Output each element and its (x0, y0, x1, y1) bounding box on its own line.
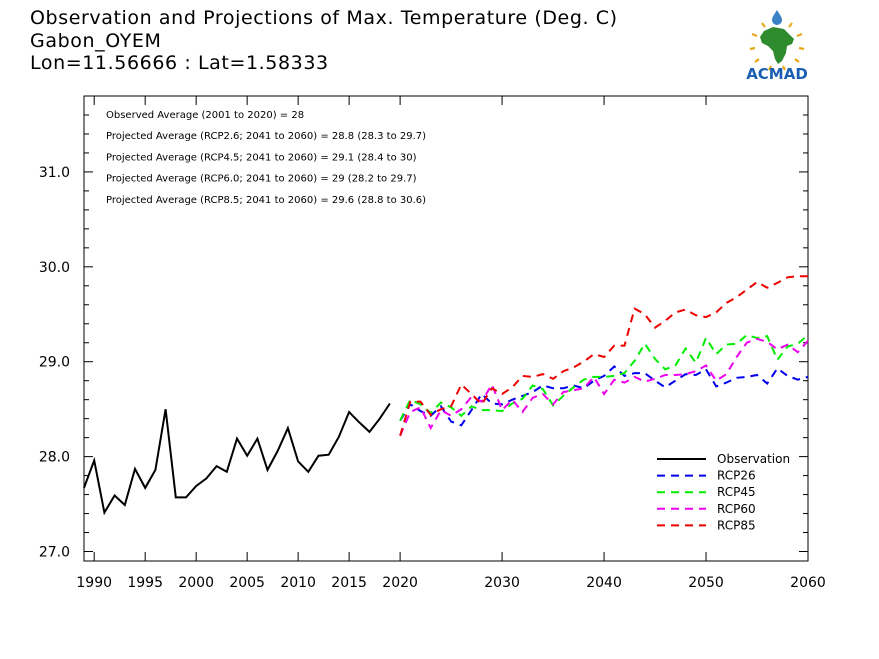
legend-label-rcp26: RCP26 (717, 469, 756, 483)
annotations-group: Observed Average (2001 to 2020) = 28 Proj… (106, 110, 426, 206)
y-tick-label: 27.0 (39, 545, 70, 561)
x-tick-label: 2050 (688, 575, 724, 591)
y-tick-label: 31.0 (39, 165, 70, 181)
series-line-rcp60 (399, 337, 809, 437)
annotation-line: Projected Average (RCP2.6; 2041 to 2060)… (106, 131, 426, 142)
water-drop-icon (772, 10, 782, 25)
annotation-line: Observed Average (2001 to 2020) = 28 (106, 110, 304, 121)
legend-label-observation: Observation (717, 452, 790, 466)
x-tick-label: 2005 (229, 575, 265, 591)
location-name: Gabon_OYEM (30, 29, 162, 52)
x-tick-label: 2060 (790, 575, 826, 591)
y-tick-label: 28.0 (39, 450, 70, 466)
y-tick-label: 29.0 (39, 355, 70, 371)
legend-label-rcp60: RCP60 (717, 502, 756, 516)
x-tick-label: 2020 (382, 575, 418, 591)
annotation-line: Projected Average (RCP6.0; 2041 to 2060)… (106, 174, 417, 185)
x-tick-label: 2000 (178, 575, 214, 591)
chart-title: Observation and Projections of Max. Temp… (30, 7, 618, 29)
y-tick-label: 30.0 (39, 260, 70, 276)
annotation-line: Projected Average (RCP4.5; 2041 to 2060)… (106, 152, 417, 163)
annotation-line: Projected Average (RCP8.5; 2041 to 2060)… (106, 195, 426, 206)
legend-label-rcp85: RCP85 (717, 518, 756, 532)
x-tick-label: 2040 (586, 575, 622, 591)
x-tick-label: 2010 (280, 575, 316, 591)
series-line-rcp26 (399, 365, 809, 427)
legend-group: Observation RCP26 RCP45 RCP60 RCP85 (657, 452, 790, 532)
axes-group: 27.0 28.0 29.0 30.0 31.0 1990 1995 2000 2005 2010… (39, 95, 826, 591)
series-group (83, 275, 809, 516)
logo-text: ACMAD (746, 65, 808, 83)
chart-header: Observation and Projections of Max. Temp… (30, 7, 618, 75)
series-line-observation (83, 402, 391, 516)
acmad-logo: ACMAD (746, 10, 808, 83)
x-tick-label: 2030 (484, 575, 520, 591)
legend-label-rcp45: RCP45 (717, 485, 756, 499)
africa-map-icon (760, 27, 794, 64)
x-tick-label: 1995 (127, 575, 163, 591)
x-tick-label: 1990 (76, 575, 112, 591)
x-tick-label: 2015 (331, 575, 367, 591)
series-line-rcp45 (399, 333, 809, 422)
location-coords: Lon=11.56666 : Lat=1.58333 (30, 52, 329, 74)
series-line-rcp85 (399, 275, 808, 436)
plot-frame (83, 95, 809, 562)
